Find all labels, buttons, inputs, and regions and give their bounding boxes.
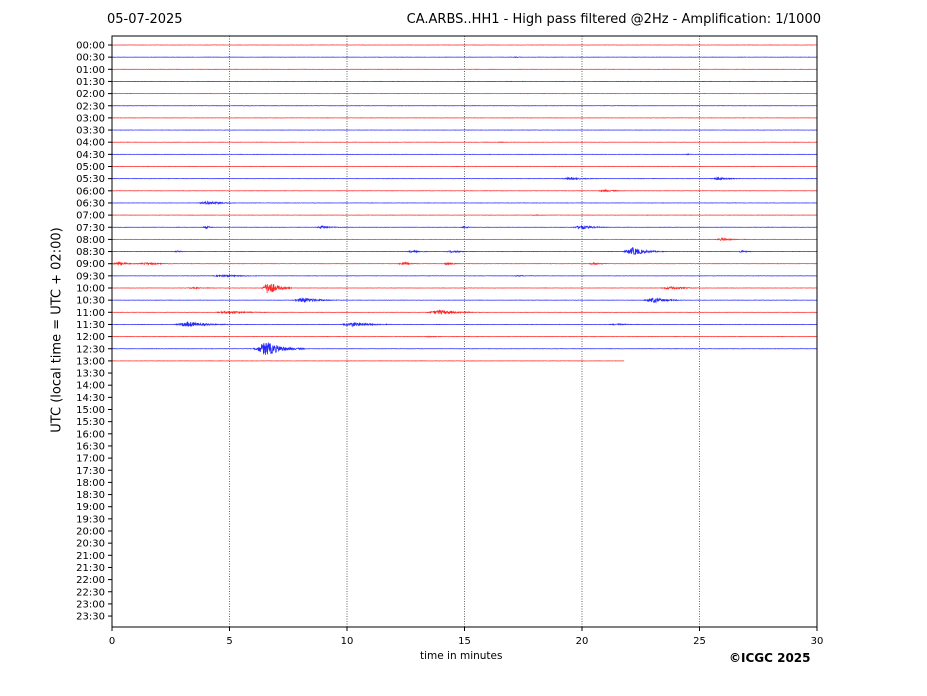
trace-1230 xyxy=(111,342,818,356)
y-tick-label: 18:00 xyxy=(76,478,105,489)
y-tick-label: 20:30 xyxy=(76,539,105,550)
y-tick-label: 18:30 xyxy=(76,490,105,501)
y-tick-label: 03:00 xyxy=(76,113,105,124)
y-tick-label: 02:00 xyxy=(76,89,105,100)
y-tick-label: 06:00 xyxy=(76,186,105,197)
x-tick-label: 20 xyxy=(576,636,589,647)
y-tick-label: 22:30 xyxy=(76,587,105,598)
x-tick-label: 25 xyxy=(693,636,706,647)
x-tick-label: 5 xyxy=(226,636,232,647)
y-tick-label: 16:00 xyxy=(76,429,105,440)
y-tick-label: 03:30 xyxy=(76,126,105,137)
y-tick-label: 15:00 xyxy=(76,405,105,416)
trace-0600 xyxy=(111,188,818,193)
vertical-grid-lines xyxy=(229,36,700,627)
y-tick-label: 21:30 xyxy=(76,563,105,574)
y-tick-label: 14:30 xyxy=(76,393,105,404)
y-tick-label: 09:30 xyxy=(76,271,105,282)
trace-0630 xyxy=(111,200,818,206)
x-tick-label: 0 xyxy=(109,636,115,647)
x-axis-label: time in minutes xyxy=(420,650,503,662)
trace-0930 xyxy=(111,274,818,278)
trace-0800 xyxy=(111,237,818,242)
y-tick-label: 07:30 xyxy=(76,223,105,234)
trace-1130 xyxy=(111,320,818,328)
trace-0900 xyxy=(111,261,817,267)
y-tick-label: 19:00 xyxy=(76,502,105,513)
trace-0530 xyxy=(111,176,818,181)
seismic-traces xyxy=(111,44,818,362)
trace-0030 xyxy=(111,56,818,59)
trace-0830 xyxy=(111,246,818,256)
copyright-label: ©ICGC 2025 xyxy=(729,651,811,665)
y-tick-label: 15:30 xyxy=(76,417,105,428)
y-tick-label: 04:00 xyxy=(76,138,105,149)
x-axis-ticks: 0 5 10 15 20 25 30 xyxy=(109,627,824,647)
x-tick-label: 15 xyxy=(458,636,471,647)
chart-title: CA.ARBS..HH1 - High pass filtered @2Hz -… xyxy=(406,12,821,27)
trace-0730 xyxy=(111,224,818,230)
y-tick-label: 12:30 xyxy=(76,344,105,355)
y-tick-label: 21:00 xyxy=(76,551,105,562)
y-tick-label: 02:30 xyxy=(76,101,105,112)
y-tick-label: 10:30 xyxy=(76,296,105,307)
y-tick-label: 17:30 xyxy=(76,466,105,477)
x-tick-label: 10 xyxy=(341,636,354,647)
y-tick-label: 10:00 xyxy=(76,284,105,295)
trace-1000 xyxy=(112,283,818,294)
y-tick-label: 01:00 xyxy=(76,65,105,76)
y-tick-label: 14:00 xyxy=(76,381,105,392)
y-tick-label: 22:00 xyxy=(76,575,105,586)
y-tick-label: 23:00 xyxy=(76,599,105,610)
y-tick-label: 07:00 xyxy=(76,211,105,222)
date-label: 05-07-2025 xyxy=(107,12,183,27)
y-tick-label: 08:00 xyxy=(76,235,105,246)
y-tick-label: 09:00 xyxy=(76,259,105,270)
y-tick-label: 19:30 xyxy=(76,514,105,525)
y-tick-label: 23:30 xyxy=(76,612,105,623)
y-axis-label: UTC (local time = UTC + 02:00) xyxy=(49,227,65,433)
trace-0700 xyxy=(111,214,818,217)
y-tick-label: 04:30 xyxy=(76,150,105,161)
trace-1200 xyxy=(111,335,818,338)
y-tick-label: 00:30 xyxy=(76,53,105,64)
trace-0400 xyxy=(111,141,818,144)
x-tick-label: 30 xyxy=(811,636,824,647)
y-tick-label: 05:30 xyxy=(76,174,105,185)
y-tick-label: 11:30 xyxy=(76,320,105,331)
y-tick-label: 12:00 xyxy=(76,332,105,343)
y-tick-label: 05:00 xyxy=(76,162,105,173)
y-tick-label: 06:30 xyxy=(76,198,105,209)
y-tick-label: 13:30 xyxy=(76,369,105,380)
trace-0430 xyxy=(111,153,818,156)
y-tick-label: 17:00 xyxy=(76,454,105,465)
y-tick-label: 01:30 xyxy=(76,77,105,88)
y-tick-label: 11:00 xyxy=(76,308,105,319)
y-tick-label: 16:30 xyxy=(76,441,105,452)
trace-1100 xyxy=(111,309,818,315)
y-tick-label: 00:00 xyxy=(76,41,105,52)
y-tick-label: 20:00 xyxy=(76,527,105,538)
trace-1030 xyxy=(111,297,818,304)
y-tick-label: 13:00 xyxy=(76,356,105,367)
y-tick-label: 08:30 xyxy=(76,247,105,258)
